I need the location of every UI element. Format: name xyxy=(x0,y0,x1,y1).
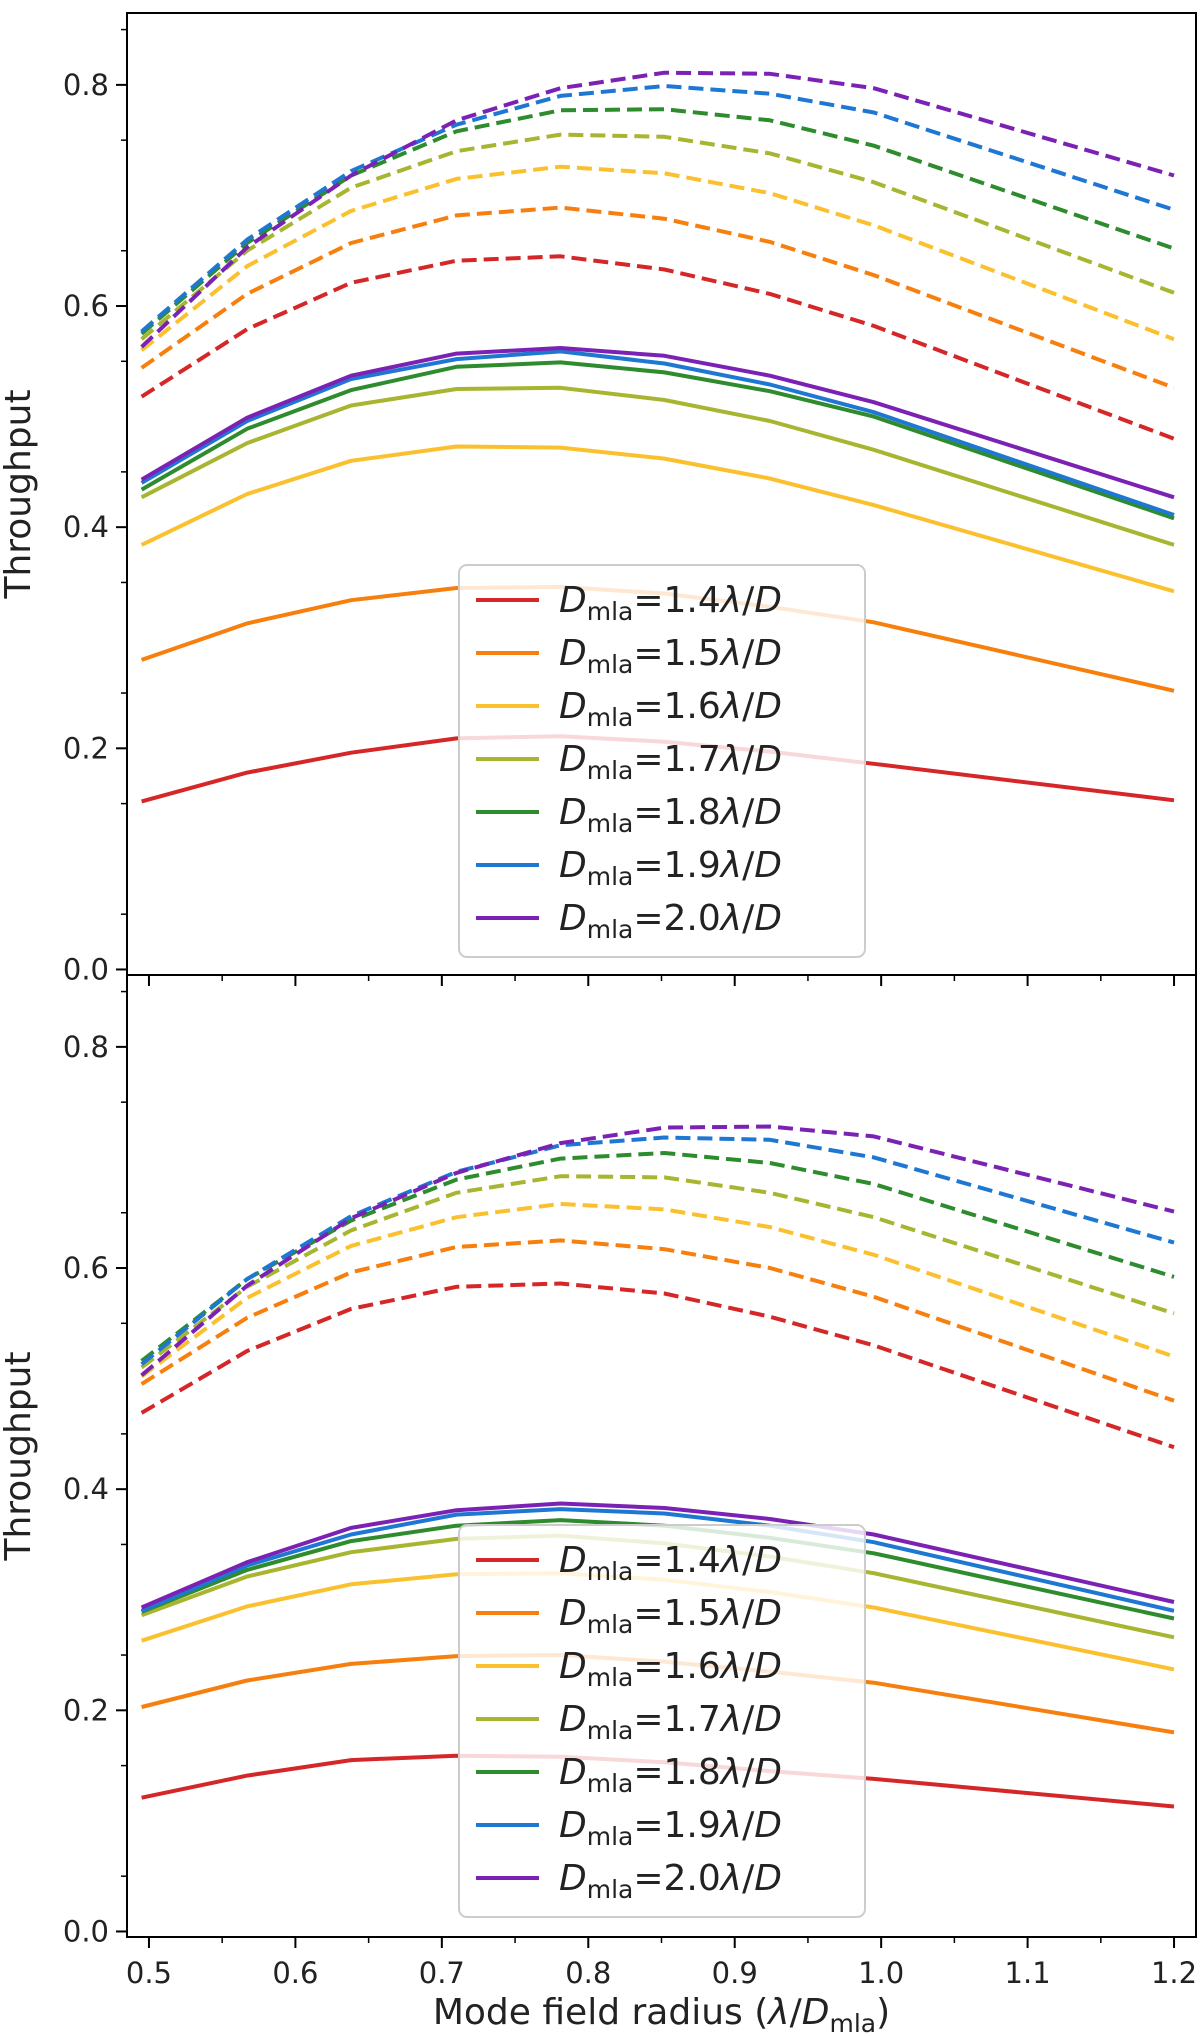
legend-box xyxy=(458,1524,866,1918)
y-tick-label: 0.8 xyxy=(63,1030,109,1064)
legend-label: Dmla=1.4λ/D xyxy=(559,1540,782,1586)
legend: Dmla=1.4λ/D Dmla=1.5λ/D Dmla=1.6λ/D Dmla=1.… xyxy=(458,1524,866,1918)
y-tick-label: 0.2 xyxy=(63,731,109,765)
series-line-dashed xyxy=(140,164,1175,352)
x-tick-label: 0.9 xyxy=(712,1956,758,1990)
y-tick-label: 0.0 xyxy=(63,952,109,986)
y-axis-title: Throughput xyxy=(0,1351,39,1561)
y-tick-label: 0.0 xyxy=(63,1914,109,1948)
series-line-solid xyxy=(140,346,1175,500)
x-tick-label: 1.1 xyxy=(1005,1956,1051,1990)
panels: 0.00.20.40.60.8ThroughputDmla=1.4λ/DDmla… xyxy=(0,12,1197,2036)
legend-label: Dmla=1.8λ/D xyxy=(559,1752,782,1798)
x-tick-label: 0.8 xyxy=(565,1956,611,1990)
series-line-dashed xyxy=(140,1135,1175,1366)
legend-label: Dmla=1.6λ/D xyxy=(559,1646,782,1692)
series-line-dashed xyxy=(140,1174,1175,1370)
series-line-dashed xyxy=(140,254,1175,441)
y-tick-label: 0.4 xyxy=(63,510,109,544)
series-line-dashed xyxy=(140,1124,1175,1377)
series-line-dashed xyxy=(140,84,1175,334)
series-line-dashed xyxy=(140,132,1175,341)
y-axis-title: Throughput xyxy=(0,389,39,599)
series-line-dashed xyxy=(140,107,1175,336)
legend-box xyxy=(458,564,866,958)
series-line-dashed xyxy=(140,1238,1175,1403)
series-line-solid xyxy=(140,360,1175,521)
legend-label: Dmla=1.5λ/D xyxy=(559,633,782,679)
series-line-solid xyxy=(140,349,1175,517)
x-tick-label: 1.2 xyxy=(1151,1956,1197,1990)
x-axis-title: Mode field radius (λ/Dmla) xyxy=(433,1992,890,2036)
legend-label: Dmla=1.4λ/D xyxy=(559,580,782,626)
x-tick-label: 1.0 xyxy=(858,1956,904,1990)
legend-label: Dmla=1.9λ/D xyxy=(559,1805,782,1851)
legend-label: Dmla=2.0λ/D xyxy=(559,1858,782,1904)
y-tick-label: 0.2 xyxy=(63,1693,109,1727)
series-line-dashed xyxy=(140,1151,1175,1363)
plot-frame xyxy=(126,974,1197,1938)
series-line-solid xyxy=(140,385,1175,547)
series-line-dashed xyxy=(140,70,1175,349)
series-line-solid xyxy=(140,444,1175,594)
y-tick-label: 0.4 xyxy=(63,1472,109,1506)
y-tick-label: 0.8 xyxy=(63,68,109,102)
legend-label: Dmla=1.7λ/D xyxy=(559,1699,782,1745)
legend-label: Dmla=1.7λ/D xyxy=(559,739,782,785)
series-line-dashed xyxy=(140,1281,1175,1450)
x-tick-label: 0.7 xyxy=(419,1956,465,1990)
legend-label: Dmla=1.9λ/D xyxy=(559,845,782,891)
legend: Dmla=1.4λ/D Dmla=1.5λ/D Dmla=1.6λ/D Dmla=1.… xyxy=(458,564,866,958)
y-tick-label: 0.6 xyxy=(63,1251,109,1285)
y-tick-label: 0.6 xyxy=(63,289,109,323)
legend-label: Dmla=1.6λ/D xyxy=(559,686,782,732)
legend-label: Dmla=1.8λ/D xyxy=(559,792,782,838)
x-tick-label: 0.5 xyxy=(126,1956,172,1990)
panel-top: 0.00.20.40.60.8ThroughputDmla=1.4λ/DDmla… xyxy=(0,12,1197,986)
legend-label: Dmla=2.0λ/D xyxy=(559,898,782,944)
legend-label: Dmla=1.5λ/D xyxy=(559,1593,782,1639)
x-tick-label: 0.6 xyxy=(272,1956,318,1990)
panel-bottom: 0.0 0.2 0.4 0.6 0.8 0.5 0.6 0.7 0.8 0.9 1.0 1.1 1.2 T… xyxy=(0,974,1197,2036)
series-line-dashed xyxy=(140,205,1175,390)
